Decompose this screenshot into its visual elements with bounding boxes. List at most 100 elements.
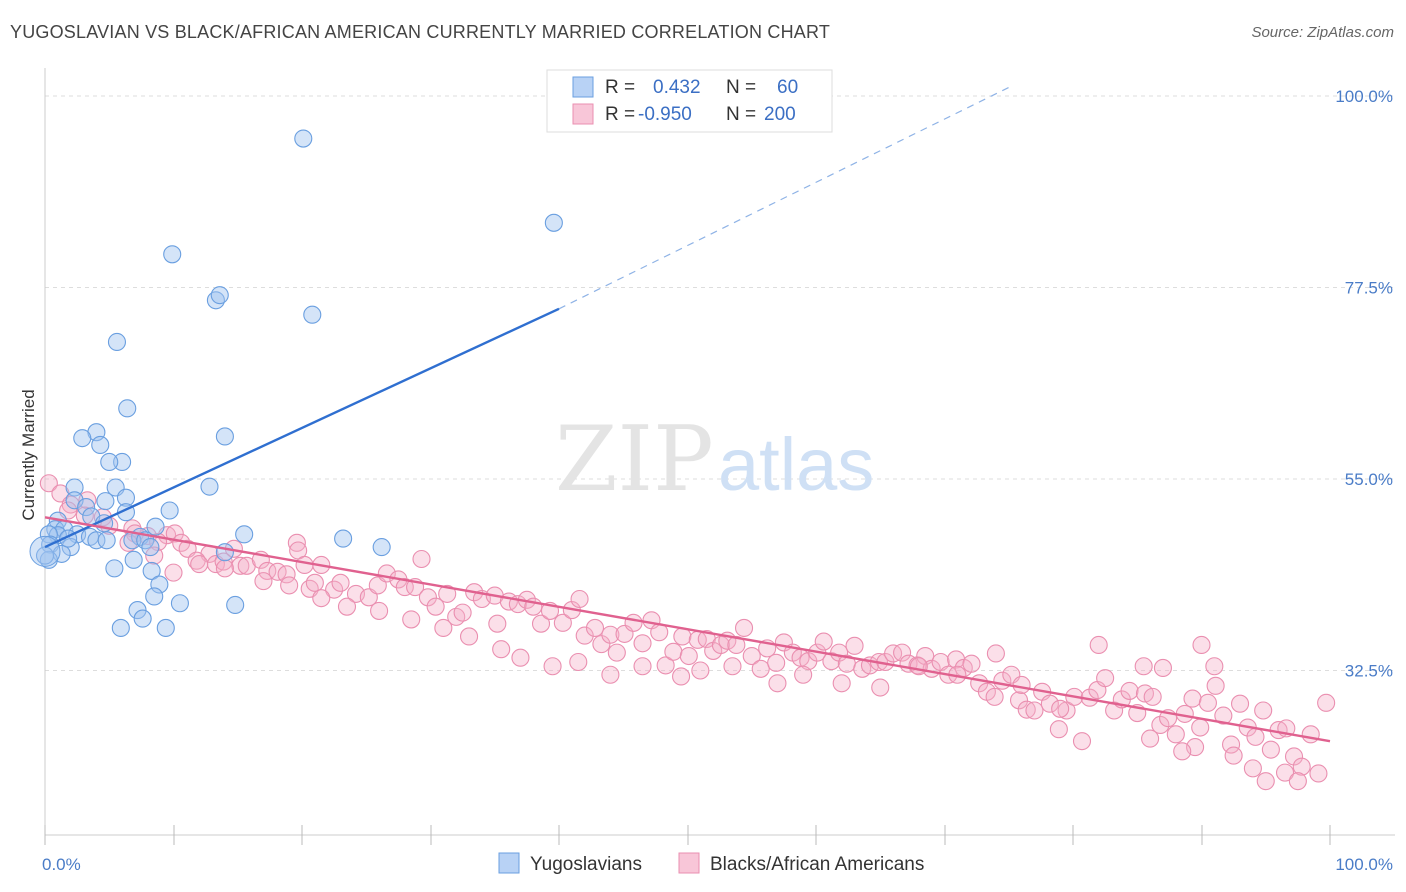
blue-trend-extension (558, 86, 1010, 310)
pink-point-172 (691, 661, 710, 680)
blue-point-large (29, 535, 61, 567)
pink-point-186 (280, 576, 299, 595)
pink-point-12 (165, 524, 184, 543)
blue-point-9 (73, 429, 92, 448)
pink-point-177 (543, 657, 562, 676)
pink-point-178 (511, 648, 530, 667)
pink-point-123 (1057, 701, 1076, 720)
pink-point-86 (767, 653, 786, 672)
pink-point-57 (531, 614, 551, 633)
pink-point-184 (337, 597, 357, 616)
pink-point-170 (768, 674, 787, 693)
blue-point-43 (215, 543, 234, 562)
pink-trend-line (44, 516, 1331, 743)
y-tick-label-2: 55.0% (1345, 470, 1393, 489)
blue-point-16 (200, 477, 219, 496)
y-tick-label-0: 100.0% (1335, 87, 1393, 106)
legend-r-value-0: 0.432 (653, 77, 701, 98)
bottom-legend: Yugoslavians Blacks/African Americans (498, 852, 924, 875)
pink-point-182 (402, 610, 421, 629)
pink-point-122 (1049, 720, 1068, 739)
blue-point-25 (146, 517, 165, 536)
pink-point-190 (164, 563, 183, 582)
pink-point-156 (1317, 693, 1336, 712)
pink-point-183 (370, 601, 389, 620)
bottom-legend-label-blue: Yugoslavians (530, 854, 642, 875)
blue-point-51 (145, 587, 164, 606)
pink-point-65 (601, 625, 620, 644)
x-tick-labels: 0.0% 100.0% (42, 855, 1393, 874)
blue-point-42 (372, 538, 391, 557)
x-tick-label-0: 0.0% (42, 855, 81, 874)
pink-point-102 (893, 643, 912, 662)
y-tick-labels: 100.0% 77.5% 55.0% 32.5% (1335, 87, 1393, 681)
blue-trend-line (44, 307, 560, 549)
blue-point-52 (170, 594, 189, 613)
legend-n-label-1: N = (726, 104, 756, 125)
legend: R = 0.432 N = 60 R = -0.950 N = 200 (546, 69, 833, 133)
pink-point-92 (814, 632, 833, 651)
trend-lines (44, 86, 1331, 743)
pink-point-68 (624, 613, 643, 632)
pink-point-72 (656, 656, 675, 675)
pink-point-185 (312, 589, 331, 608)
pink-point-173 (672, 667, 691, 686)
blue-point-11 (215, 427, 234, 446)
pink-point-0 (39, 474, 58, 493)
blue-point-54 (128, 601, 147, 620)
pink-point-164 (986, 644, 1005, 663)
pink-point-117 (1009, 691, 1029, 710)
blue-point-48 (105, 559, 124, 578)
blue-point-5 (303, 305, 322, 324)
pink-point-144 (1222, 735, 1241, 754)
pink-point-41 (395, 578, 414, 597)
pink-point-131 (1120, 681, 1139, 700)
y-axis-label: Currently Married (19, 389, 38, 520)
pink-point-189 (190, 555, 209, 574)
pink-point-140 (1191, 718, 1210, 737)
blue-point-17 (116, 488, 136, 507)
pink-point-169 (794, 665, 813, 684)
pink-point-161 (1089, 635, 1108, 655)
blue-point-44 (141, 538, 160, 557)
pink-point-119 (1025, 701, 1044, 720)
pink-point-27 (277, 565, 296, 584)
pink-series (39, 474, 1336, 791)
blue-point-21 (160, 501, 179, 520)
pink-point-135 (1151, 715, 1170, 735)
pink-point-137 (1166, 725, 1185, 744)
pink-point-139 (1183, 689, 1202, 708)
legend-swatch-pink (572, 103, 594, 125)
pink-point-20 (214, 552, 233, 571)
pink-point-168 (832, 674, 851, 693)
pink-point-180 (459, 627, 479, 646)
pink-point-83 (742, 646, 761, 666)
pink-point-141 (1198, 693, 1217, 712)
pink-point-59 (553, 613, 572, 632)
blue-point-55 (133, 609, 152, 628)
blue-point-1 (544, 213, 563, 232)
pink-point-171 (723, 657, 742, 676)
y-tick-label-1: 77.5% (1345, 279, 1393, 298)
pink-point-44 (418, 588, 437, 607)
pink-point-118 (1017, 700, 1036, 719)
pink-point-33 (305, 573, 324, 592)
blue-point-19 (96, 492, 115, 511)
pink-point-153 (1292, 757, 1311, 776)
pink-point-114 (985, 687, 1004, 706)
pink-point-175 (601, 665, 620, 684)
pink-point-81 (727, 635, 746, 655)
pink-point-160 (1134, 657, 1153, 676)
pink-point-181 (434, 618, 453, 637)
pink-point-25 (258, 561, 277, 580)
blue-point-47 (124, 550, 143, 569)
pink-point-28 (287, 533, 306, 552)
pink-point-62 (575, 626, 594, 645)
blue-point-53 (226, 595, 245, 615)
bottom-legend-swatch-pink (678, 852, 700, 874)
pink-point-61 (570, 589, 589, 609)
blue-point-50 (150, 575, 169, 594)
pink-point-63 (585, 618, 605, 637)
blue-point-2 (163, 245, 182, 264)
blue-series (29, 129, 563, 637)
